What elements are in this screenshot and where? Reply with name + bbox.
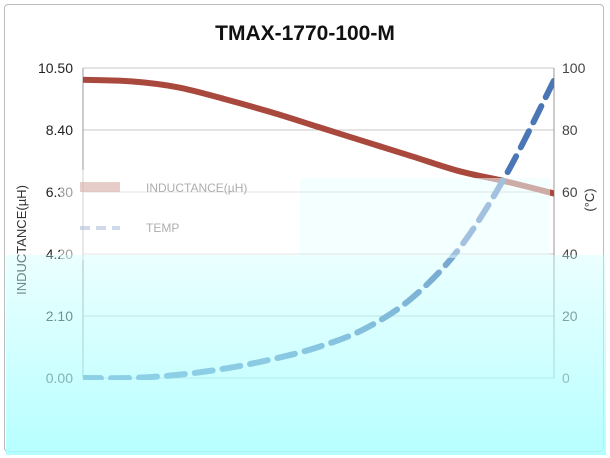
right-axis-ticks: 100 80 60 40 20 0 xyxy=(562,60,586,386)
legend-label-inductance: INDUCTANCE(µH) xyxy=(146,181,247,195)
y-tick-label: 10.50 xyxy=(38,60,73,76)
y2-tick-label: 0 xyxy=(562,370,570,386)
legend-swatch-inductance xyxy=(80,182,120,192)
y2-tick-label: 20 xyxy=(562,308,578,324)
y2-axis-title: (°C) xyxy=(582,188,597,211)
chart-title: TMAX-1770-100-M xyxy=(215,22,395,45)
legend: INDUCTANCE(µH) TEMP xyxy=(80,181,247,235)
y-axis-title: INDUCTANCE(µH) xyxy=(14,185,29,295)
series-line-inductance xyxy=(83,76,554,197)
y-tick-label: 6.30 xyxy=(46,184,73,200)
y-tick-label: 8.40 xyxy=(46,122,73,138)
legend-label-temp: TEMP xyxy=(146,221,179,235)
y-tick-label: 2.10 xyxy=(46,308,73,324)
left-axis-ticks: 10.50 8.40 6.30 4.20 2.10 0.00 xyxy=(38,60,73,386)
y2-tick-label: 100 xyxy=(562,60,586,76)
y-tick-label: 4.20 xyxy=(46,246,73,262)
y2-tick-label: 80 xyxy=(562,122,578,138)
y-tick-label: 0.00 xyxy=(46,370,73,386)
y2-tick-label: 60 xyxy=(562,184,578,200)
y2-tick-label: 40 xyxy=(562,246,578,262)
